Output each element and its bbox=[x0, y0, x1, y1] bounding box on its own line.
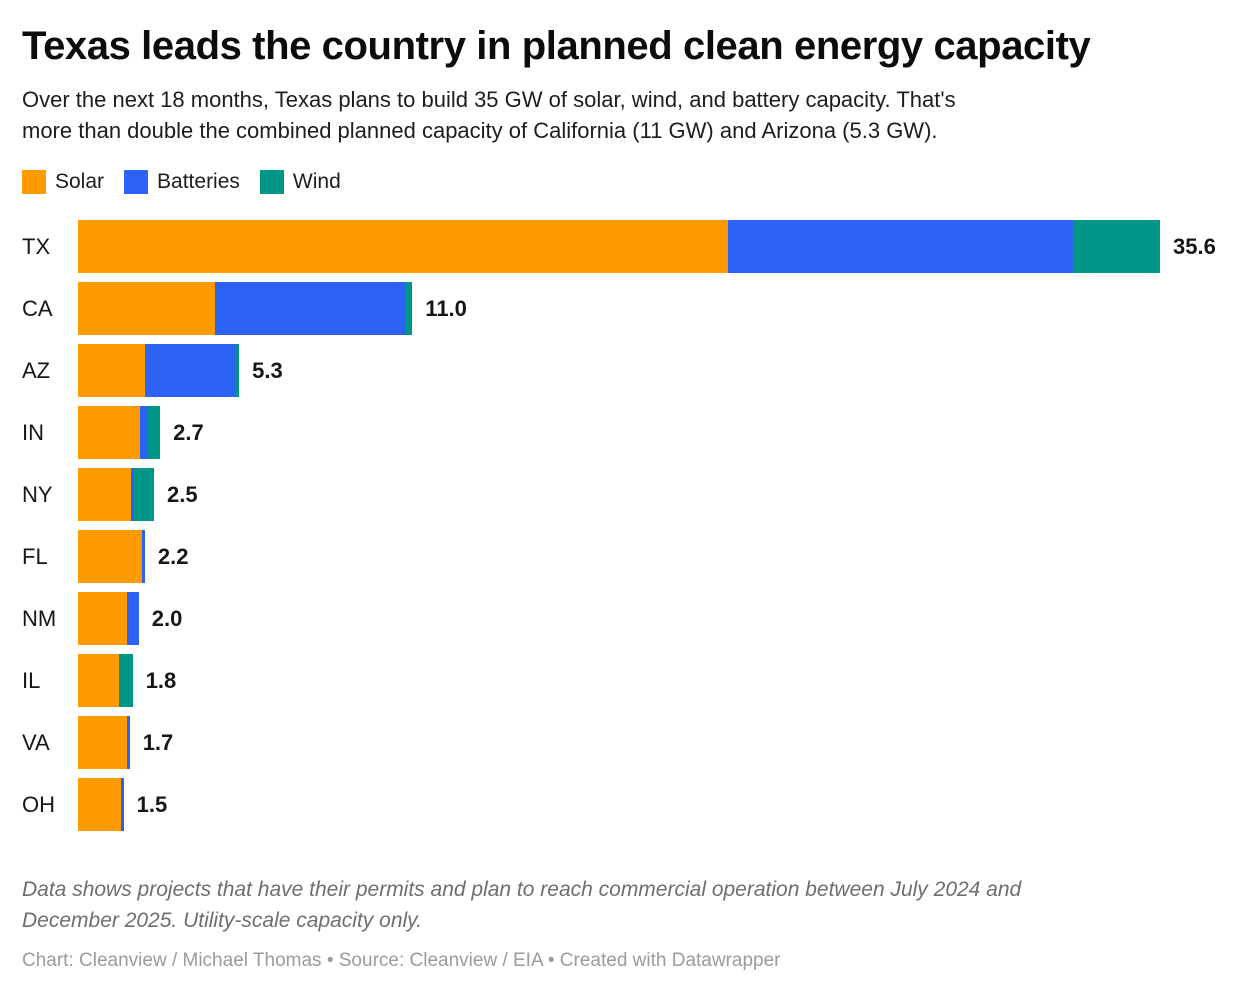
chart-subtitle: Over the next 18 months, Texas plans to … bbox=[22, 87, 956, 143]
legend-item-batteries: Batteries bbox=[124, 170, 240, 194]
bar-segment-solar bbox=[78, 716, 127, 769]
bar-track: 1.7 bbox=[78, 716, 1220, 769]
legend-item-solar: Solar bbox=[22, 170, 104, 194]
bar-segment-wind bbox=[147, 406, 161, 459]
chart-row: FL 2.2 bbox=[22, 530, 1220, 583]
value-label: 2.7 bbox=[173, 419, 204, 445]
row-label: CA bbox=[22, 295, 53, 321]
bar-track: 2.0 bbox=[78, 592, 1220, 645]
bar-segment-batteries bbox=[140, 406, 148, 459]
bar-segment-solar bbox=[78, 406, 141, 459]
chart-row: NM 2.0 bbox=[22, 592, 1220, 645]
value-label: 1.8 bbox=[145, 667, 177, 693]
bar-segment-wind bbox=[132, 468, 154, 521]
row-label: NY bbox=[22, 481, 53, 507]
legend-label: Solar bbox=[55, 170, 105, 193]
bar-chart: TX 35.6 CA 11.0 AZ 5.3 IN 2.7 NY 2.5 FL 2.2 NM 2.0 IL 1… bbox=[22, 220, 1220, 831]
bar-segment-batteries bbox=[214, 282, 407, 335]
value-label: 2.0 bbox=[151, 605, 183, 631]
value-label: 11.0 bbox=[425, 295, 467, 321]
legend-item-wind: Wind bbox=[259, 170, 341, 194]
row-label: AZ bbox=[22, 357, 51, 383]
bar-segment-solar bbox=[78, 654, 119, 707]
bar-track: 1.5 bbox=[78, 778, 1220, 831]
bar-segment-wind bbox=[406, 282, 413, 335]
row-label: VA bbox=[22, 729, 50, 755]
value-label: 2.5 bbox=[167, 481, 198, 507]
row-label: IL bbox=[22, 667, 41, 693]
bar-segment-solar bbox=[78, 592, 127, 645]
bar-segment-wind bbox=[236, 344, 240, 397]
legend: Solar Batteries Wind bbox=[22, 170, 1220, 194]
value-label: 2.2 bbox=[157, 543, 189, 569]
bar-segment-solar bbox=[78, 220, 729, 273]
bar-track: 1.8 bbox=[78, 654, 1220, 707]
row-label: IN bbox=[22, 419, 44, 445]
bar-segment-batteries bbox=[728, 220, 1074, 273]
bar-segment-solar bbox=[78, 778, 121, 831]
chart-row: OH 1.5 bbox=[22, 778, 1220, 831]
chart-row: IN 2.7 bbox=[22, 406, 1220, 459]
row-label: FL bbox=[22, 543, 48, 569]
bar-track: 35.6 bbox=[78, 220, 1220, 273]
chart-row: IL 1.8 bbox=[22, 654, 1220, 707]
legend-swatch-icon bbox=[22, 170, 46, 194]
legend-label: Batteries bbox=[157, 170, 240, 193]
value-label: 5.3 bbox=[252, 357, 283, 383]
chart-row: CA 11.0 bbox=[22, 282, 1220, 335]
bar-segment-batteries bbox=[126, 592, 139, 645]
bar-track: 5.3 bbox=[78, 344, 1220, 397]
value-label: 35.6 bbox=[1173, 233, 1216, 259]
bar-segment-wind bbox=[1073, 220, 1160, 273]
bar-segment-solar bbox=[78, 530, 142, 583]
chart-row: NY 2.5 bbox=[22, 468, 1220, 521]
row-label: TX bbox=[22, 233, 51, 259]
chart-row: VA 1.7 bbox=[22, 716, 1220, 769]
footnote: Data shows projects that have their perm… bbox=[22, 878, 1022, 932]
legend-swatch-icon bbox=[124, 170, 149, 194]
chart-title: Texas leads the country in planned clean… bbox=[22, 24, 1091, 68]
bar-segment-batteries bbox=[141, 530, 145, 583]
row-label: NM bbox=[22, 605, 57, 631]
bar-segment-batteries bbox=[144, 344, 237, 397]
bar-track: 2.5 bbox=[78, 468, 1220, 521]
bar-segment-solar bbox=[78, 282, 215, 335]
bar-track: 2.7 bbox=[78, 406, 1220, 459]
value-label: 1.7 bbox=[142, 729, 174, 755]
bar-segment-batteries bbox=[120, 778, 124, 831]
legend-label: Wind bbox=[292, 170, 341, 193]
bar-track: 11.0 bbox=[78, 282, 1220, 335]
bar-segment-solar bbox=[78, 344, 145, 397]
bar-segment-solar bbox=[78, 468, 132, 521]
legend-swatch-icon bbox=[259, 170, 284, 194]
chart-row: AZ 5.3 bbox=[22, 344, 1220, 397]
chart-row: TX 35.6 bbox=[22, 220, 1220, 273]
bar-segment-batteries bbox=[131, 468, 133, 521]
bar-segment-wind bbox=[119, 654, 133, 707]
bar-segment-batteries bbox=[126, 716, 130, 769]
bar-track: 2.2 bbox=[78, 530, 1220, 583]
value-label: 1.5 bbox=[136, 791, 168, 817]
attribution: Chart: Cleanview / Michael Thomas • Sour… bbox=[22, 950, 781, 971]
row-label: OH bbox=[22, 791, 55, 817]
